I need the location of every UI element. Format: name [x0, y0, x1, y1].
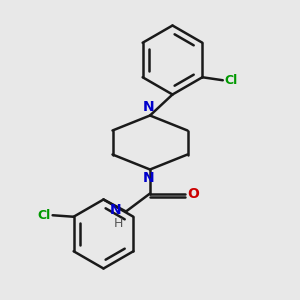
Text: H: H	[114, 217, 123, 230]
Text: O: O	[188, 187, 200, 200]
Text: N: N	[110, 203, 122, 217]
Text: Cl: Cl	[224, 74, 238, 87]
Text: Cl: Cl	[38, 209, 51, 222]
Text: N: N	[143, 171, 154, 185]
Text: N: N	[143, 100, 154, 114]
